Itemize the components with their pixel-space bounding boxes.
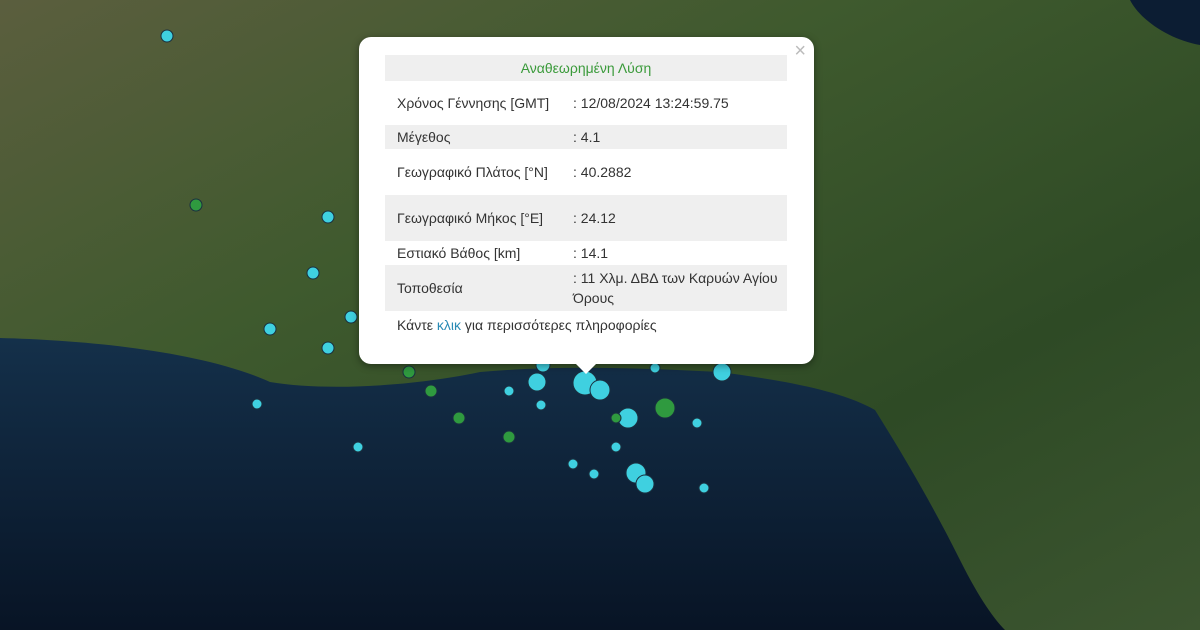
earthquake-marker[interactable] <box>610 441 622 453</box>
earthquake-marker[interactable] <box>189 198 203 212</box>
earthquake-marker[interactable] <box>698 482 710 494</box>
earthquake-marker[interactable] <box>452 411 466 425</box>
earthquake-marker[interactable] <box>535 399 547 411</box>
more-suffix: για περισσότερες πληροφορίες <box>461 317 657 333</box>
earthquake-marker[interactable] <box>527 372 547 392</box>
earthquake-marker[interactable] <box>691 417 703 429</box>
earthquake-marker[interactable] <box>321 210 335 224</box>
earthquake-marker[interactable] <box>588 468 600 480</box>
sea-corner <box>1130 0 1200 45</box>
detail-row: Χρόνος Γέννησης [GMT] : 12/08/2024 13:24:… <box>385 81 787 125</box>
detail-value: : 14.1 <box>573 245 609 261</box>
earthquake-marker[interactable] <box>503 385 515 397</box>
detail-label: Χρόνος Γέννησης [GMT] <box>397 95 550 111</box>
earthquake-details-table: Αναθεωρημένη Λύση Χρόνος Γέννησης [GMT]:… <box>385 55 787 339</box>
detail-label: Εστιακό Βάθος [km] <box>397 245 521 261</box>
detail-value: : 11 Χλμ. ΔΒΔ των Καρυών Αγίου Όρους <box>561 265 787 311</box>
more-info-link[interactable]: κλικ <box>436 317 462 333</box>
detail-label: Μέγεθος <box>385 125 561 149</box>
earthquake-marker[interactable] <box>712 362 732 382</box>
earthquake-marker[interactable] <box>424 384 438 398</box>
detail-label: Γεωγραφικό Πλάτος [°N] <box>397 164 548 180</box>
detail-row: Γεωγραφικό Μήκος [°E]: 24.12 <box>385 195 787 241</box>
more-prefix: Κάντε <box>397 317 437 333</box>
close-icon[interactable]: × <box>794 40 806 62</box>
earthquake-marker[interactable] <box>635 474 655 494</box>
earthquake-marker[interactable] <box>251 398 263 410</box>
earthquake-marker[interactable] <box>567 458 579 470</box>
sea-area <box>0 338 1005 630</box>
earthquake-marker[interactable] <box>306 266 320 280</box>
more-info-text: Κάντε κλικ για περισσότερες πληροφορίες <box>385 311 787 339</box>
earthquake-marker[interactable] <box>610 412 622 424</box>
earthquake-marker[interactable] <box>160 29 174 43</box>
detail-value: : 40.2882 <box>573 164 632 180</box>
earthquake-marker[interactable] <box>649 362 661 374</box>
detail-row: Τοποθεσία: 11 Χλμ. ΔΒΔ των Καρυών Αγίου … <box>385 265 787 311</box>
detail-row: Γεωγραφικό Πλάτος [°N] : 40.2882 <box>385 149 787 195</box>
earthquake-marker[interactable] <box>502 430 516 444</box>
detail-label: Τοποθεσία <box>385 265 561 311</box>
detail-value: : 12/08/2024 13:24:59.75 <box>573 95 729 111</box>
popup-title: Αναθεωρημένη Λύση <box>385 55 787 81</box>
earthquake-popup: × Αναθεωρημένη Λύση Χρόνος Γέννησης [GMT… <box>359 37 814 374</box>
detail-label: Γεωγραφικό Μήκος [°E] <box>385 195 561 241</box>
earthquake-marker[interactable] <box>589 379 611 401</box>
earthquake-marker[interactable] <box>654 397 676 419</box>
detail-row: Μέγεθος: 4.1 <box>385 125 787 149</box>
earthquake-marker[interactable] <box>263 322 277 336</box>
detail-value: : 24.12 <box>561 195 787 241</box>
earthquake-marker[interactable] <box>402 365 416 379</box>
earthquake-marker[interactable] <box>344 310 358 324</box>
earthquake-marker[interactable] <box>352 441 364 453</box>
detail-value: : 4.1 <box>561 125 787 149</box>
earthquake-marker[interactable] <box>321 341 335 355</box>
detail-row: Εστιακό Βάθος [km] : 14.1 <box>385 241 787 265</box>
